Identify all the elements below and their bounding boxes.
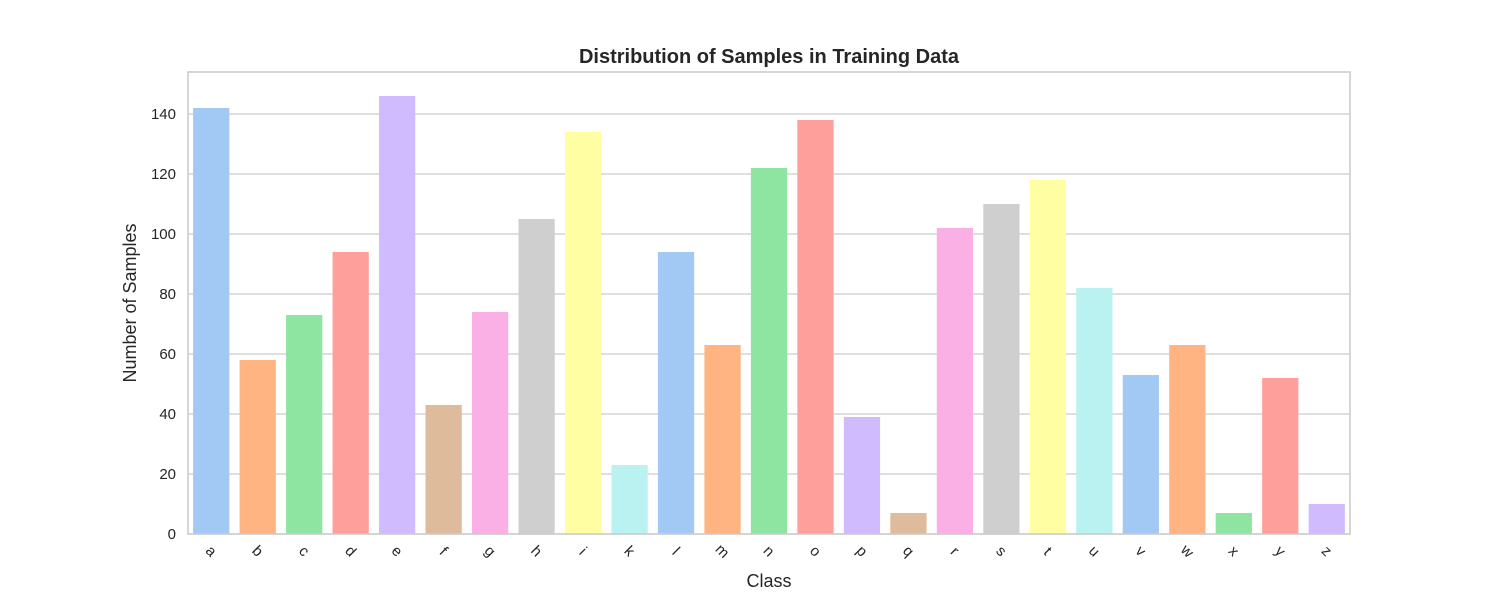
x-tick-label: a xyxy=(202,542,220,560)
x-tick-label: b xyxy=(248,542,266,560)
y-tick-label: 0 xyxy=(168,526,176,543)
bar-h xyxy=(518,219,555,534)
x-tick-label: v xyxy=(1132,543,1150,561)
bar-k xyxy=(611,465,648,534)
bar-g xyxy=(471,312,509,534)
x-tick-label: u xyxy=(1085,542,1103,560)
y-axis-label: Number of Samples xyxy=(120,223,140,382)
bar-l xyxy=(657,252,695,534)
bar-c xyxy=(286,315,323,534)
y-tick-label: 60 xyxy=(159,346,176,363)
x-tick-label: h xyxy=(527,542,545,560)
y-tick-label: 100 xyxy=(151,226,176,243)
bar-q xyxy=(890,513,927,534)
x-tick-label: i xyxy=(576,544,590,558)
bar-b xyxy=(239,360,276,534)
bar-v xyxy=(1122,375,1159,534)
y-tick-label: 140 xyxy=(151,106,176,123)
bar-z xyxy=(1308,504,1345,534)
y-tick-label: 80 xyxy=(159,286,176,303)
x-tick-label: g xyxy=(481,542,499,560)
bar-w xyxy=(1169,345,1206,534)
x-tick-label: e xyxy=(388,542,406,560)
y-tick-label: 20 xyxy=(159,466,176,483)
x-tick-label: q xyxy=(899,542,917,560)
x-tick-label: t xyxy=(1040,544,1056,560)
bar-i xyxy=(564,132,602,534)
x-tick-label: p xyxy=(853,542,871,560)
x-tick-label: l xyxy=(668,544,682,558)
x-tick-label: k xyxy=(621,543,639,561)
x-tick-label: x xyxy=(1225,543,1243,561)
x-tick-label: s xyxy=(992,543,1009,560)
bar-s xyxy=(983,204,1020,534)
y-tick-label: 40 xyxy=(159,406,176,423)
bar-n xyxy=(750,168,788,534)
x-tick-label: m xyxy=(712,541,733,562)
y-tick-label: 120 xyxy=(151,166,176,183)
bar-y xyxy=(1262,378,1299,534)
bar-m xyxy=(704,345,741,534)
y-tick-labels: 0 20 40 60 80 100 120 140 xyxy=(151,106,176,543)
x-tick-label: o xyxy=(806,542,824,560)
bar-u xyxy=(1076,288,1113,534)
x-tick-label: f xyxy=(436,544,452,560)
x-tick-label: w xyxy=(1176,541,1197,562)
bar-o xyxy=(797,120,834,534)
bar-r xyxy=(936,228,974,534)
bar-d xyxy=(332,252,369,534)
bar-t xyxy=(1029,180,1067,534)
x-tick-label: r xyxy=(947,544,963,560)
x-tick-label: d xyxy=(341,542,359,560)
bar-p xyxy=(843,417,881,534)
x-tick-label: z xyxy=(1318,543,1335,560)
x-tick-label: y xyxy=(1271,543,1289,561)
chart-title: Distribution of Samples in Training Data xyxy=(579,46,960,68)
bar-e xyxy=(379,96,416,534)
x-axis-label: Class xyxy=(746,571,791,591)
plot-frame xyxy=(187,71,1351,535)
bar-f xyxy=(425,405,462,534)
bar-x xyxy=(1215,513,1252,534)
x-tick-label: n xyxy=(760,542,778,560)
bars xyxy=(193,96,1345,534)
bar-a xyxy=(193,108,230,534)
x-tick-label: c xyxy=(295,543,313,561)
